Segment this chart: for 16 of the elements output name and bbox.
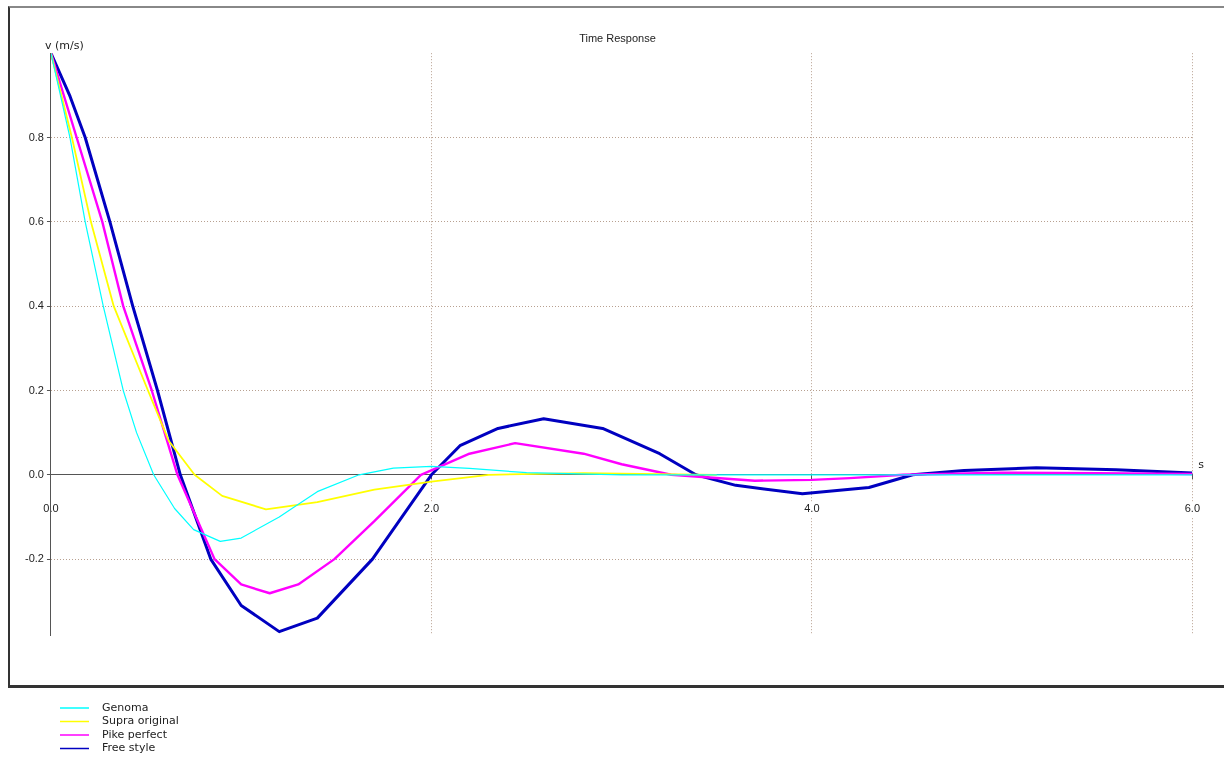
legend-label: Pike perfect <box>102 727 168 741</box>
y-tick-label: 0.8 <box>28 130 44 143</box>
x-axis-title: s <box>1198 458 1205 472</box>
y-tick-label: 0.2 <box>28 383 44 396</box>
legend-label: Genoma <box>102 700 149 714</box>
chart-title: Time Response <box>579 31 656 44</box>
y-tick-label: 0.0 <box>28 467 44 480</box>
x-tick-label: 2.0 <box>423 502 440 515</box>
x-tick-label: 6.0 <box>1184 502 1200 515</box>
y-axis-title: v (m/s) <box>44 38 84 52</box>
y-tick-label: -0.2 <box>24 552 44 565</box>
legend-label: Supra original <box>102 714 179 728</box>
legend-label: Free style <box>102 741 156 755</box>
y-tick-label: 0.6 <box>28 214 44 227</box>
y-tick-label: 0.4 <box>28 299 44 312</box>
x-tick-label: 4.0 <box>804 502 820 515</box>
